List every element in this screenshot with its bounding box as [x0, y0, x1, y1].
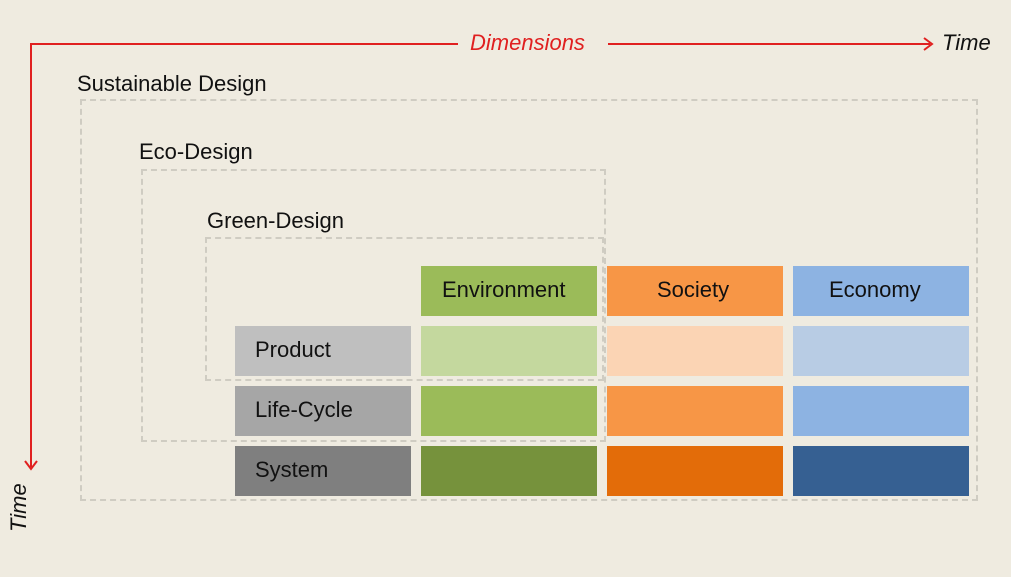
environment-header: Environment [421, 266, 597, 316]
system-row-header: System [235, 446, 411, 496]
product-row-header: Product [235, 326, 411, 376]
lifecycle-economy-cell [793, 386, 969, 436]
society-header-label: Society [657, 277, 730, 302]
dimensions-axis-label: Dimensions [470, 30, 585, 55]
sustainable-design-label: Sustainable Design [77, 71, 267, 96]
product-economy-cell [793, 326, 969, 376]
society-header: Society [607, 266, 783, 316]
product-row-label: Product [255, 337, 331, 362]
down-arrow-icon [24, 460, 38, 471]
green-design-scope [205, 237, 604, 381]
green-design-label: Green-Design [207, 208, 344, 233]
economy-header-label: Economy [829, 277, 921, 302]
eco-design-scope [141, 169, 606, 442]
horizontal-axis-line-right [608, 43, 930, 45]
system-environment-cell [421, 446, 597, 496]
vertical-axis-line [30, 43, 32, 467]
horizontal-axis-line-left [30, 43, 458, 45]
system-society-cell [607, 446, 783, 496]
time-vertical-label: Time [6, 483, 31, 532]
lifecycle-row-label: Life-Cycle [255, 397, 353, 422]
lifecycle-row-header: Life-Cycle [235, 386, 411, 436]
product-society-cell [607, 326, 783, 376]
system-row-label: System [255, 457, 329, 482]
environment-header-label: Environment [442, 277, 566, 302]
time-horizontal-label: Time [942, 30, 991, 55]
system-economy-cell [793, 446, 969, 496]
right-arrow-icon [923, 37, 934, 51]
sustainable-design-scope [80, 99, 978, 501]
eco-design-label: Eco-Design [139, 139, 253, 164]
economy-header: Economy [793, 266, 969, 316]
product-environment-cell [421, 326, 597, 376]
lifecycle-environment-cell [421, 386, 597, 436]
lifecycle-society-cell [607, 386, 783, 436]
